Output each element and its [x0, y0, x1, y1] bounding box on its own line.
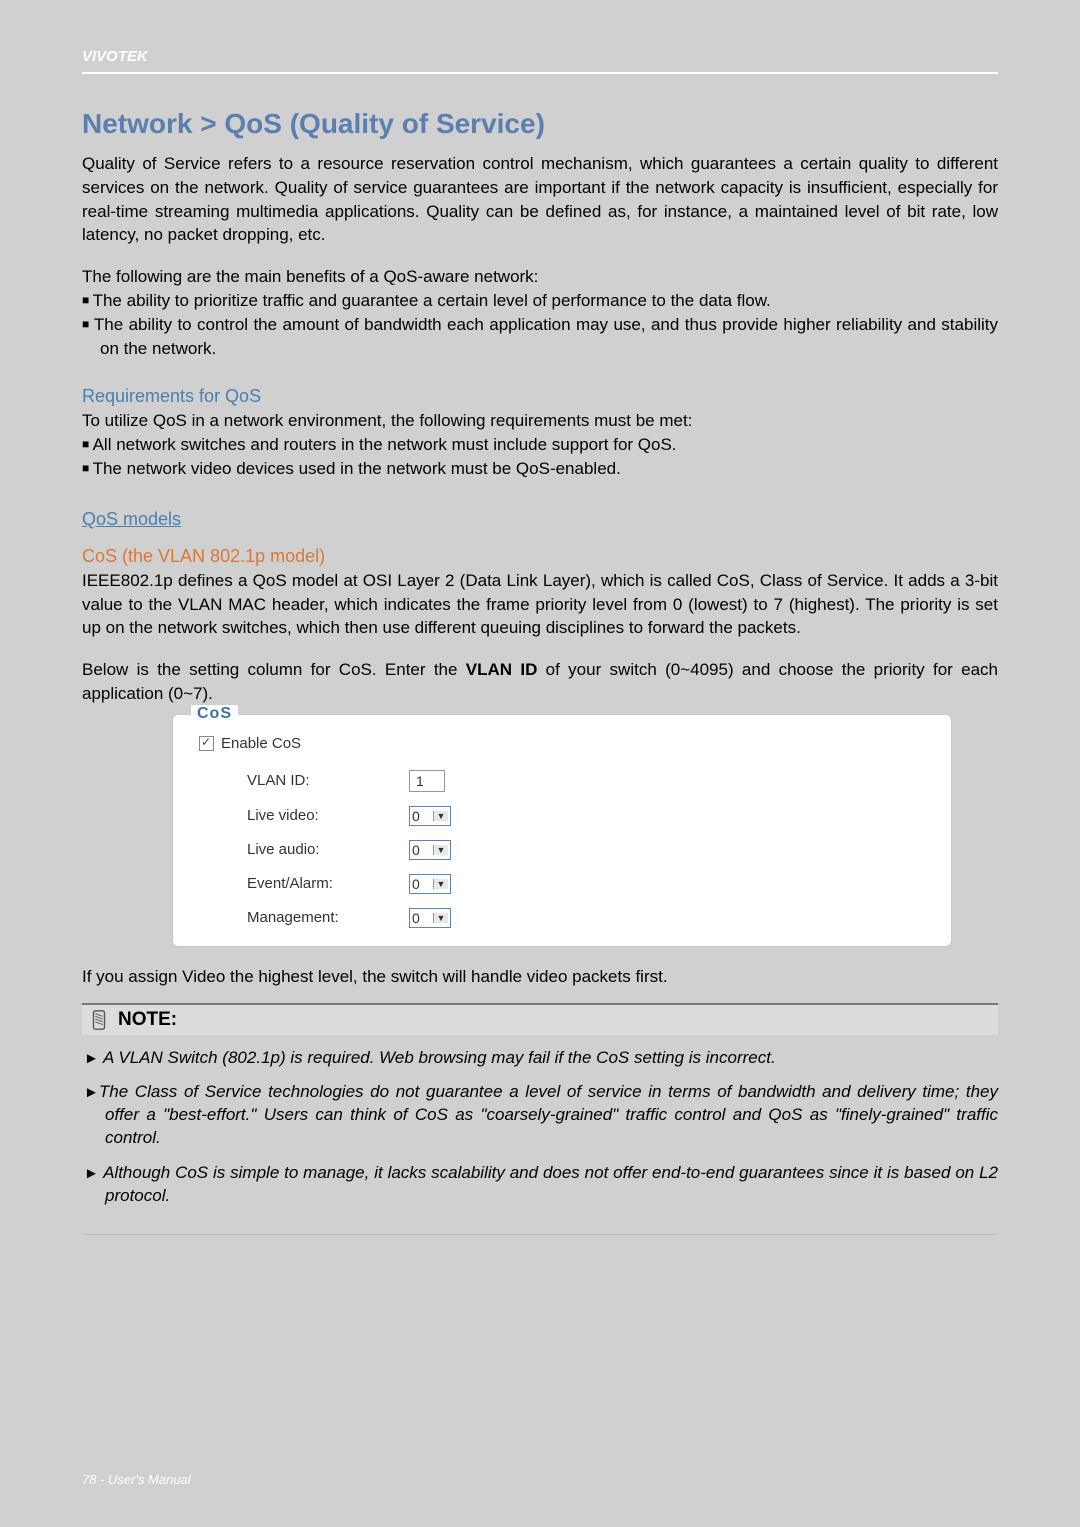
requirement-item: The network video devices used in the ne…	[82, 457, 998, 481]
benefit-item: The ability to prioritize traffic and gu…	[82, 289, 998, 313]
footer-divider	[82, 1234, 998, 1235]
event-alarm-value: 0	[412, 876, 420, 892]
vlan-id-row: VLAN ID: 1	[199, 770, 925, 792]
note-box: NOTE: A VLAN Switch (802.1p) is required…	[82, 1003, 998, 1209]
note-item: Although CoS is simple to manage, it lac…	[82, 1162, 998, 1208]
note-item: A VLAN Switch (802.1p) is required. Web …	[82, 1047, 998, 1070]
page-header: VIVOTEK	[82, 48, 998, 74]
live-audio-select[interactable]: 0 ▼	[409, 840, 451, 860]
manual-page: VIVOTEK Network > QoS (Quality of Servic…	[0, 0, 1080, 1527]
cos-description: IEEE802.1p defines a QoS model at OSI La…	[82, 569, 998, 640]
requirements-heading: Requirements for QoS	[82, 386, 998, 407]
event-alarm-select[interactable]: 0 ▼	[409, 874, 451, 894]
note-header: NOTE:	[82, 1003, 998, 1035]
enable-cos-label: Enable CoS	[221, 735, 301, 752]
vlan-id-input[interactable]: 1	[409, 770, 445, 792]
live-video-label: Live video:	[199, 807, 409, 824]
note-item: The Class of Service technologies do not…	[82, 1081, 998, 1150]
cos-setting-pre: Below is the setting column for CoS. Ent…	[82, 660, 466, 679]
live-video-value: 0	[412, 808, 420, 824]
page-title: Network > QoS (Quality of Service)	[82, 108, 998, 140]
vlan-id-label: VLAN ID:	[199, 772, 409, 789]
live-audio-label: Live audio:	[199, 841, 409, 858]
enable-cos-row: Enable CoS	[199, 735, 925, 752]
cos-heading: CoS (the VLAN 802.1p model)	[82, 546, 998, 567]
live-video-row: Live video: 0 ▼	[199, 806, 925, 826]
note-icon	[88, 1009, 110, 1031]
chevron-down-icon: ▼	[433, 913, 448, 923]
chevron-down-icon: ▼	[433, 845, 448, 855]
enable-cos-checkbox[interactable]	[199, 736, 214, 751]
cos-after-text: If you assign Video the highest level, t…	[82, 965, 998, 989]
management-label: Management:	[199, 909, 409, 926]
benefits-list: The ability to prioritize traffic and gu…	[82, 289, 998, 360]
benefit-item: The ability to control the amount of ban…	[82, 313, 998, 361]
management-select[interactable]: 0 ▼	[409, 908, 451, 928]
live-audio-row: Live audio: 0 ▼	[199, 840, 925, 860]
requirements-list: All network switches and routers in the …	[82, 433, 998, 481]
event-alarm-row: Event/Alarm: 0 ▼	[199, 874, 925, 894]
management-row: Management: 0 ▼	[199, 908, 925, 928]
live-audio-value: 0	[412, 842, 420, 858]
cos-legend: CoS	[191, 705, 238, 723]
cos-settings-panel: CoS Enable CoS VLAN ID: 1 Live video: 0 …	[172, 714, 952, 947]
chevron-down-icon: ▼	[433, 811, 448, 821]
intro-text: Quality of Service refers to a resource …	[82, 152, 998, 247]
chevron-down-icon: ▼	[433, 879, 448, 889]
brand-name: VIVOTEK	[82, 48, 148, 65]
benefits-intro: The following are the main benefits of a…	[82, 265, 998, 289]
management-value: 0	[412, 910, 420, 926]
cos-setting-text: Below is the setting column for CoS. Ent…	[82, 658, 998, 706]
event-alarm-label: Event/Alarm:	[199, 875, 409, 892]
requirement-item: All network switches and routers in the …	[82, 433, 998, 457]
footer-page-number: 78 - User's Manual	[82, 1472, 191, 1487]
live-video-select[interactable]: 0 ▼	[409, 806, 451, 826]
requirements-intro: To utilize QoS in a network environment,…	[82, 409, 998, 433]
qos-models-heading: QoS models	[82, 509, 998, 530]
note-title: NOTE:	[118, 1009, 177, 1031]
vlan-id-bold: VLAN ID	[466, 660, 538, 679]
